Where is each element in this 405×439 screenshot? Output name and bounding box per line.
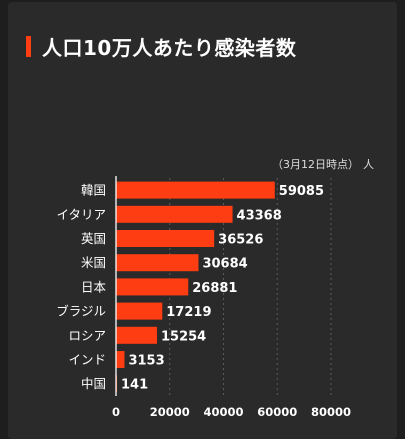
- chart-note: （3月12日時点） 人: [272, 156, 374, 172]
- category-label-0: 韓国: [81, 183, 106, 198]
- value-label-2: 36526: [218, 233, 263, 248]
- bar-2: [116, 230, 215, 247]
- category-label-2: 英国: [81, 231, 106, 246]
- bar-1: [116, 205, 233, 223]
- category-label-3: 米国: [81, 255, 106, 270]
- value-label-0: 59085: [279, 184, 324, 199]
- bar-7: [116, 351, 125, 368]
- value-label-1: 43368: [237, 208, 282, 223]
- bar-6: [116, 326, 157, 344]
- category-label-6: ロシア: [68, 328, 106, 343]
- value-label-7: 3153: [128, 354, 164, 369]
- category-label-5: ブラジル: [56, 304, 106, 319]
- unit-label: 人: [363, 158, 374, 171]
- bar-5: [116, 302, 163, 320]
- bar-3: [116, 254, 199, 272]
- value-label-6: 15254: [161, 329, 206, 344]
- category-label-4: 日本: [81, 279, 107, 294]
- x-tick-label-1: 20000: [150, 405, 190, 419]
- category-label-7: インド: [68, 352, 106, 367]
- category-label-8: 中国: [81, 376, 106, 391]
- bar-4: [116, 278, 189, 296]
- title-accent-bar: [26, 36, 31, 57]
- chart-title: 人口10万人あたり感染者数: [42, 36, 297, 60]
- bar-0: [116, 181, 275, 199]
- x-tick-label-2: 40000: [203, 405, 243, 419]
- date-note: （3月12日時点）: [272, 158, 359, 171]
- value-label-8: 141: [121, 378, 148, 393]
- x-tick-label-0: 0: [112, 405, 120, 419]
- x-tick-label-4: 80000: [311, 405, 351, 419]
- value-label-4: 26881: [192, 281, 237, 296]
- value-label-5: 17219: [166, 305, 211, 320]
- x-tick-label-3: 60000: [257, 405, 297, 419]
- value-label-3: 30684: [202, 257, 247, 272]
- category-label-1: イタリア: [56, 207, 106, 222]
